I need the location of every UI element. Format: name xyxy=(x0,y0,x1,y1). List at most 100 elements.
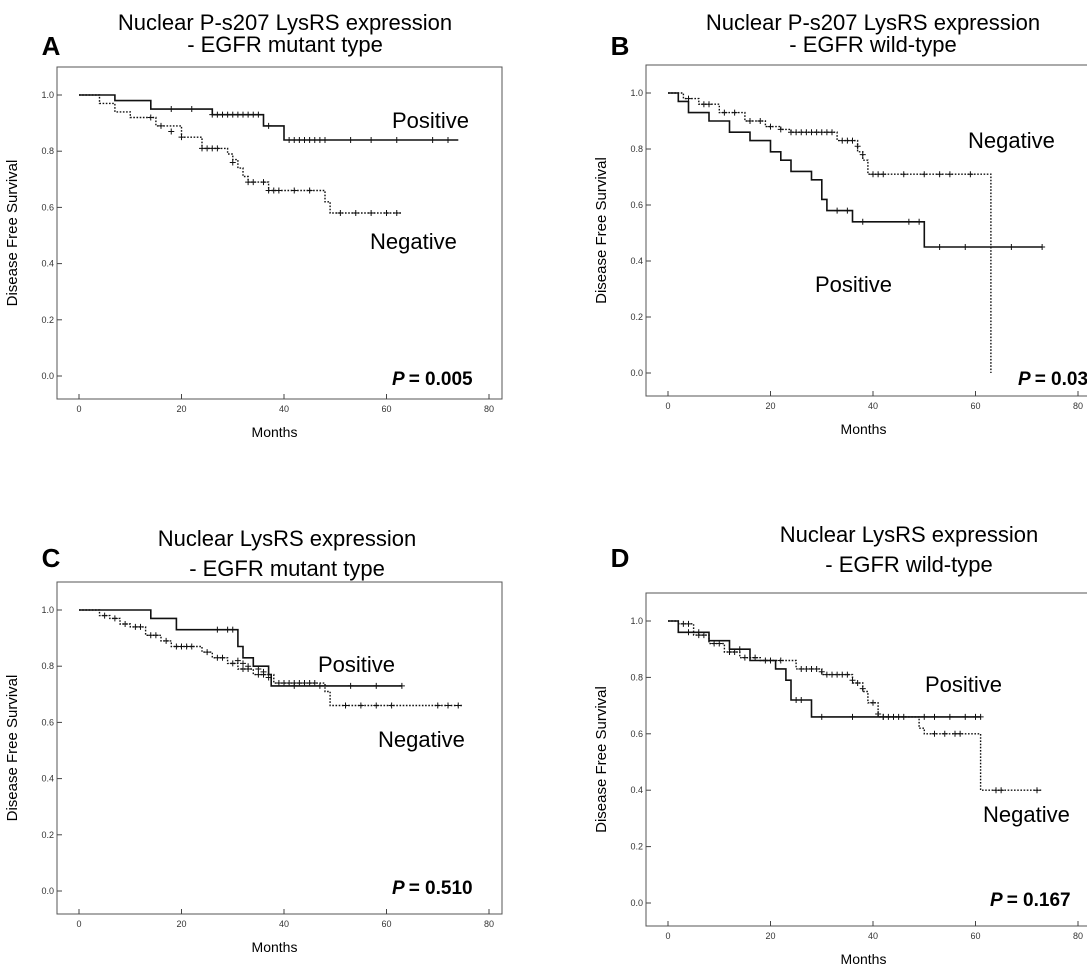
censor-mark-negative xyxy=(711,640,718,647)
censor-mark-negative xyxy=(936,171,943,178)
censor-mark-positive xyxy=(306,136,313,143)
censor-mark-positive xyxy=(347,136,354,143)
censor-mark-positive xyxy=(286,136,293,143)
censor-mark-negative xyxy=(178,134,185,141)
chart-title-line-2: - EGFR wild-type xyxy=(789,32,956,57)
y-tick-label: 0.4 xyxy=(41,259,54,269)
panel-a: A Nuclear P-s207 LysRS expression- EGFR m… xyxy=(4,10,503,440)
censor-mark-negative xyxy=(808,129,815,136)
censor-mark-positive xyxy=(265,674,272,681)
censor-mark-negative xyxy=(823,129,830,136)
panel-b: B Nuclear P-s207 LysRS expression- EGFR w… xyxy=(593,10,1087,437)
censor-mark-negative xyxy=(204,145,211,152)
censor-mark-positive xyxy=(936,244,943,250)
y-tick-label: 0.8 xyxy=(630,672,643,682)
censor-mark-negative xyxy=(214,145,221,152)
chart-title-line-1: Nuclear P-s207 LysRS expression xyxy=(706,10,1040,35)
censor-mark-negative xyxy=(158,122,164,129)
censor-mark-negative xyxy=(946,171,953,178)
censor-mark-negative xyxy=(767,123,774,130)
p-symbol: P xyxy=(392,369,405,390)
p-value: = 0.033 xyxy=(1035,369,1087,390)
censor-mark-positive xyxy=(445,136,451,143)
x-tick-label: 60 xyxy=(970,931,980,941)
x-tick-label: 80 xyxy=(1073,401,1083,411)
censor-mark-positive xyxy=(972,713,979,720)
censor-mark-positive xyxy=(962,244,969,250)
censor-mark-negative xyxy=(952,730,958,737)
censor-mark-positive xyxy=(316,682,323,689)
censor-mark-negative xyxy=(219,654,226,661)
censor-mark-positive xyxy=(229,626,236,633)
censor-mark-negative xyxy=(306,187,313,194)
censor-mark-positive xyxy=(793,696,800,703)
y-tick-label: 0.2 xyxy=(41,315,54,325)
annotation-negative: Negative xyxy=(983,802,1070,827)
series-line-negative xyxy=(79,609,464,707)
y-tick-label: 0.0 xyxy=(41,371,54,381)
censor-mark-positive xyxy=(296,136,303,143)
censor-mark-negative xyxy=(777,657,784,664)
censor-mark-positive xyxy=(229,111,236,118)
p-symbol: P xyxy=(1018,369,1031,390)
censor-mark-negative xyxy=(818,668,825,675)
censor-mark-negative xyxy=(132,623,139,630)
censor-mark-positive xyxy=(931,713,938,720)
censor-mark-positive xyxy=(219,111,226,118)
censor-mark-negative xyxy=(178,643,185,650)
plot-frame xyxy=(645,592,1087,927)
censor-mark-positive xyxy=(255,111,262,118)
censor-mark-negative xyxy=(685,620,692,627)
censor-mark-negative xyxy=(260,179,267,186)
panel-d: D Nuclear LysRS expression - EGFR wild-typ… xyxy=(593,522,1087,967)
censor-mark-positive xyxy=(224,111,231,118)
censor-mark-positive xyxy=(316,136,323,143)
censor-mark-negative xyxy=(721,109,728,116)
x-tick-label: 80 xyxy=(484,919,494,929)
x-tick-label: 80 xyxy=(1073,931,1083,941)
censor-mark-negative xyxy=(455,702,462,709)
censor-mark-negative xyxy=(793,129,800,136)
censor-mark-negative xyxy=(726,649,733,656)
censor-mark-positive xyxy=(834,207,841,214)
panel-c: C Nuclear LysRS expression - EGFR mutant t… xyxy=(4,526,503,955)
censor-mark-negative xyxy=(875,171,882,178)
censor-mark-negative xyxy=(357,702,364,709)
censor-mark-positive xyxy=(234,657,241,664)
y-axis-label: Disease Free Survival xyxy=(593,157,610,304)
censor-mark-negative xyxy=(352,210,359,217)
annotation-positive: Positive xyxy=(925,672,1002,697)
censor-mark-positive xyxy=(250,111,257,118)
censor-mark-positive xyxy=(393,136,400,143)
x-tick-label: 40 xyxy=(868,931,878,941)
censor-mark-negative xyxy=(870,699,876,706)
y-tick-label: 0.4 xyxy=(630,785,643,795)
censor-mark-negative xyxy=(270,187,277,194)
censor-mark-negative xyxy=(818,129,825,136)
censor-mark-negative xyxy=(844,137,851,144)
p-symbol: P xyxy=(990,890,1003,911)
censor-mark-negative xyxy=(373,702,380,709)
censor-mark-negative xyxy=(388,702,395,709)
censor-mark-positive xyxy=(240,111,246,118)
x-tick-label: 20 xyxy=(765,401,775,411)
censor-mark-positive xyxy=(859,218,866,225)
censor-mark-negative xyxy=(752,654,759,661)
censor-mark-negative xyxy=(890,713,897,720)
y-tick-label: 0.8 xyxy=(630,144,643,154)
y-tick-label: 0.2 xyxy=(630,842,643,852)
censor-mark-negative xyxy=(885,713,892,720)
chart-title-line-1: Nuclear P-s207 LysRS expression xyxy=(118,10,452,35)
chart-title-line-1: Nuclear LysRS expression xyxy=(158,526,416,551)
censor-mark-negative xyxy=(808,665,815,672)
censor-mark-negative xyxy=(173,643,180,650)
censor-mark-negative xyxy=(245,179,252,186)
censor-mark-negative xyxy=(260,671,267,678)
censor-mark-positive xyxy=(818,713,825,720)
y-axis-label: Disease Free Survival xyxy=(4,160,21,307)
p-value-label: P = 0.005 xyxy=(392,369,473,390)
censor-mark-positive xyxy=(291,136,298,143)
p-value-label: P = 0.510 xyxy=(392,878,473,899)
annotation-negative: Negative xyxy=(370,229,457,254)
